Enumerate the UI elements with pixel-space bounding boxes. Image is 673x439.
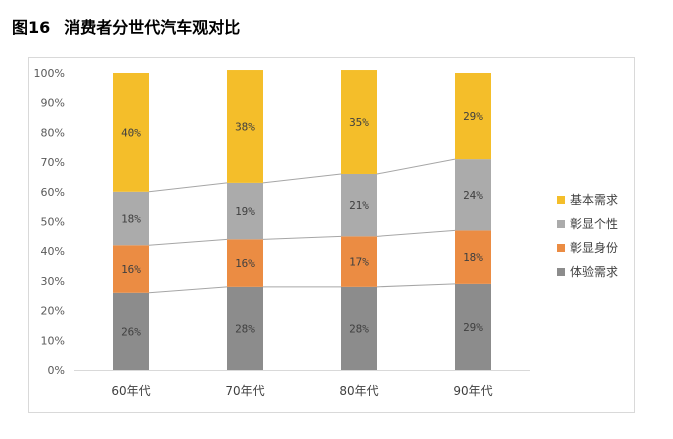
y-tick-label: 80% (41, 126, 65, 139)
series-line (148, 182, 228, 193)
y-tick-label: 20% (41, 305, 65, 318)
bar-segment (341, 286, 377, 370)
bar-segment (113, 292, 149, 370)
x-tick-label: 80年代 (339, 384, 378, 398)
y-tick-label: 10% (41, 334, 65, 347)
bar-segment (113, 73, 149, 192)
bar-segment (341, 236, 377, 287)
data-label: 35% (349, 116, 369, 129)
legend-swatch (557, 268, 565, 276)
data-label: 16% (121, 263, 141, 276)
y-tick-label: 60% (41, 186, 65, 199)
legend-swatch (557, 220, 565, 228)
legend-swatch (557, 196, 565, 204)
legend-swatch (557, 244, 565, 252)
series-line (376, 229, 456, 237)
figure-title-text: 消费者分世代汽车观对比 (64, 18, 241, 37)
bar-segment (455, 159, 491, 231)
legend-label: 彰显个性 (570, 216, 618, 231)
bar-segment (227, 239, 263, 287)
x-tick-label: 70年代 (225, 384, 264, 398)
data-label: 38% (235, 120, 255, 133)
bar-segment (227, 70, 263, 183)
y-tick-label: 50% (41, 216, 65, 229)
bar-segment (455, 73, 491, 160)
legend-label: 体验需求 (570, 264, 618, 279)
data-label: 26% (121, 325, 141, 338)
bar-segment (227, 286, 263, 370)
data-label: 29% (463, 110, 483, 123)
x-tick-label: 60年代 (111, 384, 150, 398)
legend-label: 彰显身份 (570, 240, 618, 255)
series-line (262, 235, 342, 240)
data-label: 16% (235, 257, 255, 270)
y-tick-label: 90% (41, 97, 65, 110)
series-line (148, 238, 228, 246)
data-label: 18% (121, 213, 141, 226)
x-tick-label: 90年代 (453, 384, 492, 398)
legend-label: 基本需求 (570, 193, 618, 207)
bar-segment (227, 182, 263, 240)
data-label: 29% (463, 321, 483, 334)
figure-number: 图16 (12, 18, 51, 37)
y-tick-label: 100% (34, 67, 65, 80)
data-label: 21% (349, 199, 369, 212)
y-tick-label: 40% (41, 245, 65, 258)
bar-segment (455, 283, 491, 370)
y-tick-label: 70% (41, 156, 65, 169)
bar-segment (455, 230, 491, 284)
bar-segment (113, 245, 149, 293)
chart-frame (28, 57, 635, 413)
figure-title: 图16 消费者分世代汽车观对比 (12, 14, 240, 38)
data-label: 28% (349, 322, 369, 335)
data-label: 24% (463, 189, 483, 202)
y-tick-label: 30% (41, 275, 65, 288)
series-line (376, 158, 456, 175)
data-label: 28% (235, 322, 255, 335)
data-label: 18% (463, 251, 483, 264)
bar-segment (341, 173, 377, 237)
series-line (262, 173, 342, 184)
data-label: 19% (235, 205, 255, 218)
data-label: 40% (121, 126, 141, 139)
series-line (376, 283, 456, 288)
bar-segment (341, 70, 377, 174)
y-tick-label: 0% (48, 364, 65, 377)
data-label: 17% (349, 256, 369, 269)
bar-segment (113, 191, 149, 246)
series-line (148, 286, 228, 294)
